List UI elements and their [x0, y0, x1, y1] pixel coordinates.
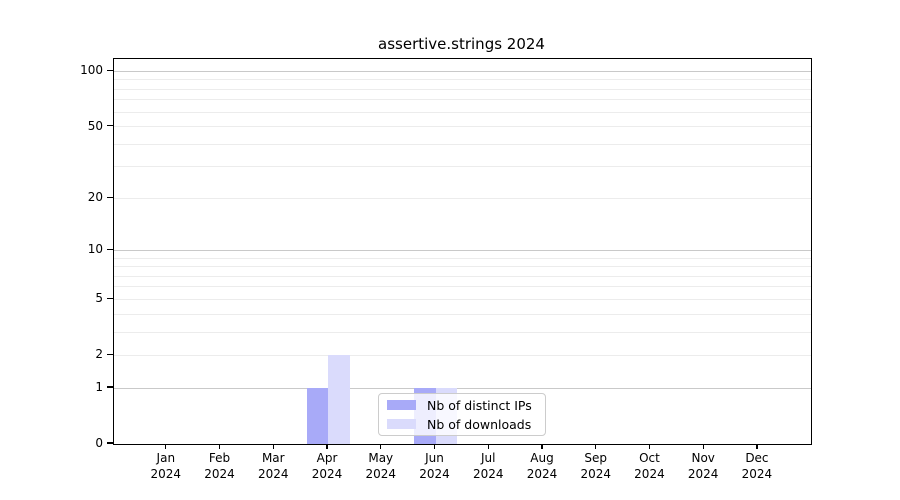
- gridline: [114, 331, 811, 333]
- y-tick-mark: [107, 353, 113, 355]
- x-tick-label-nov: Nov 2024: [687, 451, 719, 481]
- x-tick-mark: [487, 444, 489, 450]
- x-tick-label-apr: Apr 2024: [311, 451, 343, 481]
- y-tick-mark: [107, 297, 113, 299]
- x-tick-label-may: May 2024: [365, 451, 397, 481]
- x-tick-label-aug: Aug 2024: [526, 451, 558, 481]
- bars-layer: [114, 59, 811, 444]
- gridline: [114, 298, 811, 300]
- gridline: [114, 266, 811, 268]
- y-tick-mark: [107, 386, 113, 388]
- legend: Nb of distinct IPs Nb of downloads: [378, 393, 546, 436]
- gridline: [114, 99, 811, 101]
- y-tick-label: 0: [95, 436, 103, 450]
- x-tick-mark: [595, 444, 597, 450]
- y-tick-label: 2: [95, 347, 103, 362]
- x-tick-label-sep: Sep 2024: [580, 451, 611, 481]
- x-tick-label-jan: Jan 2024: [150, 451, 182, 481]
- y-tick-mark: [107, 442, 113, 444]
- x-tick-label-mar: Mar 2024: [257, 451, 289, 481]
- y-tick-mark: [107, 69, 113, 71]
- gridlines-layer: [114, 59, 811, 444]
- chart-title: assertive.strings 2024: [378, 35, 545, 53]
- gridline: [114, 79, 811, 81]
- x-tick-label-feb: Feb 2024: [204, 451, 235, 481]
- x-tick-label-jun: Jun 2024: [419, 451, 450, 481]
- x-tick-mark: [218, 444, 221, 450]
- bar-distinct-ips-apr: [306, 388, 329, 444]
- x-tick-label-oct: Oct 2024: [634, 451, 665, 481]
- x-tick-mark: [433, 444, 436, 450]
- legend-label-distinct-ips: Nb of distinct IPs: [427, 397, 532, 413]
- gridline: [114, 197, 811, 199]
- y-tick-label: 20: [87, 190, 103, 205]
- legend-item-downloads: Nb of downloads: [385, 417, 539, 432]
- y-tick-mark: [107, 124, 113, 127]
- x-tick-label-jul: Jul 2024: [472, 451, 504, 481]
- y-tick-label: 5: [95, 291, 103, 306]
- x-tick-mark: [702, 444, 704, 450]
- gridline: [114, 275, 811, 277]
- y-tick-label: 1: [95, 380, 103, 395]
- gridline: [114, 257, 811, 259]
- gridline: [114, 166, 811, 168]
- gridline: [114, 354, 811, 356]
- x-tick-mark: [648, 444, 651, 450]
- x-tick-mark: [380, 444, 382, 450]
- y-tick-label: 50: [87, 118, 103, 133]
- gridline: [114, 88, 811, 90]
- gridline: [114, 111, 811, 113]
- y-tick-mark: [107, 196, 113, 198]
- x-tick-mark: [541, 444, 543, 450]
- legend-label-downloads: Nb of downloads: [427, 416, 532, 432]
- x-tick-mark: [756, 444, 758, 450]
- gridline: [114, 313, 811, 315]
- y-tick-label: 10: [87, 242, 103, 257]
- bar-downloads-apr: [328, 355, 350, 444]
- y-tick-mark: [107, 248, 113, 250]
- x-tick-mark: [326, 444, 328, 450]
- legend-item-distinct-ips: Nb of distinct IPs: [385, 398, 539, 413]
- legend-swatch-distinct-ips: [387, 400, 416, 410]
- x-tick-mark: [272, 444, 274, 450]
- plot-area: Nb of distinct IPs Nb of downloads: [113, 58, 812, 445]
- x-tick-label-dec: Dec 2024: [741, 451, 773, 481]
- gridline: [114, 70, 811, 72]
- legend-swatch-downloads: [387, 419, 416, 429]
- gridline: [114, 249, 811, 251]
- gridline: [114, 126, 811, 128]
- y-tick-label: 100: [80, 63, 103, 78]
- gridline: [114, 286, 811, 288]
- gridline: [114, 143, 811, 145]
- gridline: [114, 387, 811, 389]
- x-tick-mark: [165, 444, 167, 450]
